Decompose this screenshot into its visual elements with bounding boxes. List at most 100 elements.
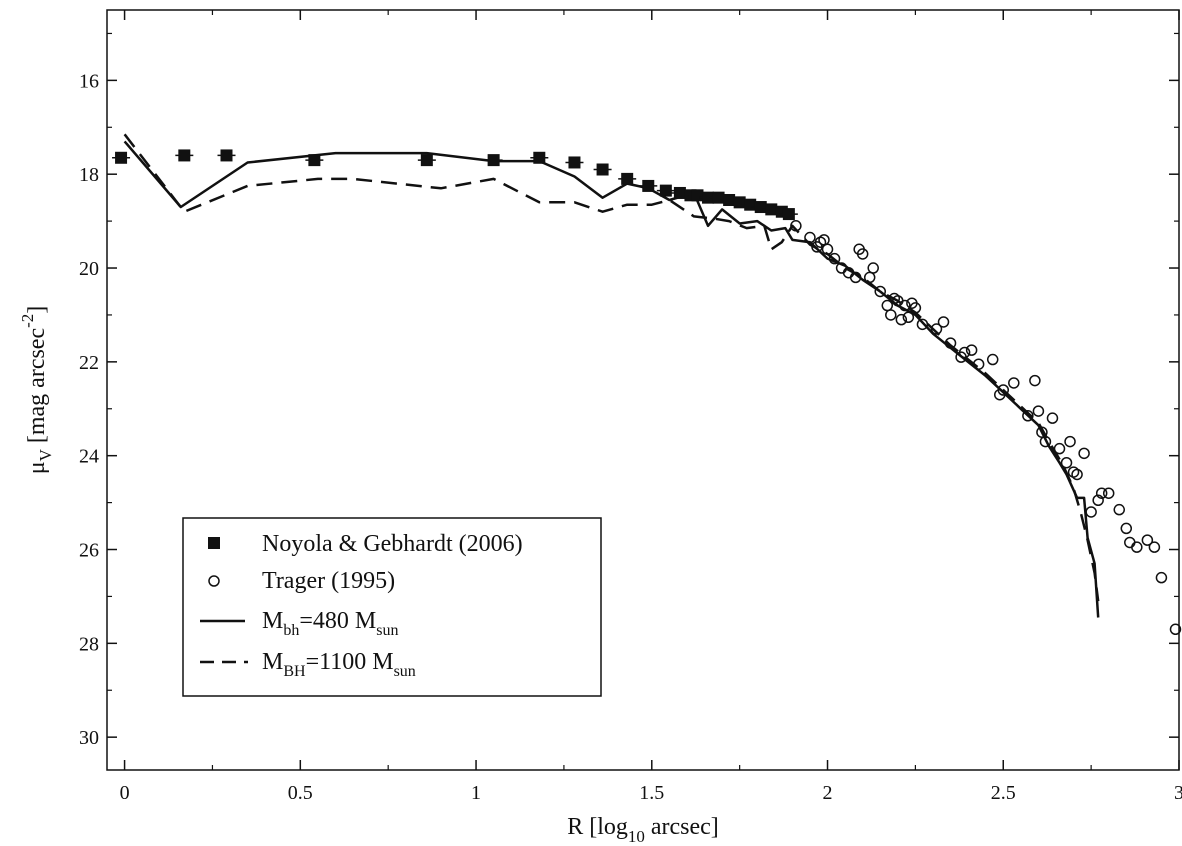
legend: Noyola & Gebhardt (2006) Trager (1995) M… <box>182 517 602 697</box>
data-point-trager <box>965 344 978 356</box>
data-point-trager <box>1113 503 1125 516</box>
y-axis-title-close: ] <box>24 306 50 314</box>
y-tick-label: 24 <box>79 446 99 468</box>
data-point-noyola <box>568 156 581 169</box>
data-point-noyola <box>621 172 634 185</box>
y-tick-label: 20 <box>79 258 99 280</box>
data-point-trager <box>821 243 834 256</box>
y-axis-title-mu: μ <box>24 461 50 474</box>
data-point-noyola <box>596 163 609 176</box>
legend-marker-trager <box>208 575 220 587</box>
data-point-trager <box>986 353 999 366</box>
legend-bh1100-sub: BH <box>283 663 306 680</box>
y-axis-title-sup: -2 <box>18 314 37 328</box>
legend-label-bh480: Mbh=480 Msun <box>262 608 398 639</box>
y-axis-title: μV [mag arcsec-2] <box>18 306 55 475</box>
data-point-trager <box>1169 623 1182 636</box>
y-axis-title-text: [mag arcsec <box>24 328 50 449</box>
y-tick-label: 16 <box>79 70 99 92</box>
data-point-noyola <box>673 186 686 199</box>
data-point-trager <box>916 318 929 331</box>
legend-label-trager: Trager (1995) <box>262 568 395 594</box>
data-point-noyola <box>712 191 725 204</box>
data-point-trager <box>849 271 862 284</box>
data-point-trager <box>1029 374 1041 387</box>
y-tick-label: 30 <box>79 727 99 749</box>
data-point-trager <box>930 323 943 335</box>
x-axis-title-tail: arcsec] <box>645 814 719 840</box>
legend-bh480-mid: =480 M <box>299 608 376 634</box>
data-point-trager <box>804 231 816 244</box>
data-point-noyola <box>723 194 736 206</box>
data-point-trager <box>902 311 915 324</box>
data-point-trager <box>1141 534 1154 546</box>
data-point-trager <box>944 337 957 349</box>
data-point-noyola <box>533 151 546 164</box>
x-axis-title-sub: 10 <box>628 827 645 846</box>
data-point-trager <box>1022 410 1034 422</box>
data-point-trager <box>1085 506 1097 518</box>
x-tick-label: 2.5 <box>991 782 1016 804</box>
legend-label-noyola: Noyola & Gebhardt (2006) <box>262 531 523 557</box>
data-point-trager <box>1071 468 1083 481</box>
legend-bh480-main: M <box>262 608 283 634</box>
data-point-trager <box>856 248 869 260</box>
legend-bh480-sub2: sun <box>376 622 398 639</box>
data-point-noyola <box>659 184 672 197</box>
legend-bh1100-main: M <box>262 649 283 675</box>
y-tick-label: 28 <box>79 633 99 655</box>
data-point-noyola <box>744 198 757 211</box>
data-point-trager <box>937 316 950 328</box>
data-point-trager <box>1008 377 1020 389</box>
legend-bh1100-sub2: sun <box>394 663 416 680</box>
data-point-trager <box>997 384 1010 396</box>
data-point-noyola <box>178 149 191 162</box>
data-point-noyola <box>642 179 655 192</box>
data-point-trager <box>895 313 908 326</box>
x-axis-title: R [log10 arcsec] <box>567 814 719 846</box>
data-point-noyola <box>765 203 778 216</box>
data-point-trager <box>885 309 897 321</box>
data-point-noyola <box>702 191 715 204</box>
data-point-trager <box>899 299 911 312</box>
data-point-noyola <box>782 208 795 221</box>
data-point-noyola <box>220 149 233 162</box>
data-point-noyola <box>420 154 433 167</box>
x-tick-label: 0 <box>120 782 130 804</box>
data-point-trager <box>790 220 802 232</box>
data-point-trager <box>1078 447 1090 460</box>
data-point-trager <box>958 346 971 359</box>
x-tick-label: 0.5 <box>288 782 313 804</box>
series-layer <box>112 133 1182 636</box>
axis-ticks: 0 0.5 1 1.5 2 2.5 3 16 18 20 22 24 26 28 30 <box>79 10 1182 804</box>
data-point-noyola <box>115 151 128 164</box>
y-tick-label: 22 <box>79 352 99 374</box>
series-line-bh1100 <box>123 133 1100 602</box>
data-point-trager <box>972 358 985 370</box>
data-point-noyola <box>487 154 500 167</box>
x-tick-label: 3 <box>1174 782 1182 804</box>
data-point-trager <box>1120 522 1133 535</box>
data-point-trager <box>1053 442 1066 455</box>
data-point-trager <box>1148 541 1161 553</box>
legend-bh1100-mid: =1100 M <box>306 649 394 675</box>
data-point-trager <box>1131 541 1143 553</box>
legend-label-bh1100: MBH=1100 Msun <box>262 649 416 680</box>
data-point-noyola <box>308 154 321 167</box>
y-axis-title-sub: V <box>36 448 55 461</box>
data-point-trager <box>1060 456 1073 469</box>
data-point-trager <box>1102 487 1115 499</box>
y-tick-label: 26 <box>79 540 99 562</box>
data-point-trager <box>1064 435 1076 448</box>
legend-bh480-sub: bh <box>283 622 299 639</box>
data-point-trager <box>1032 405 1045 417</box>
x-axis-title-main: R [log <box>567 814 628 840</box>
x-tick-label: 2 <box>823 782 833 804</box>
data-point-trager <box>1046 412 1059 424</box>
series-line-bh480 <box>123 140 1100 618</box>
data-point-noyola <box>733 196 746 209</box>
data-point-noyola <box>754 201 767 214</box>
data-point-trager <box>867 262 879 274</box>
data-point-trager <box>1039 435 1052 448</box>
